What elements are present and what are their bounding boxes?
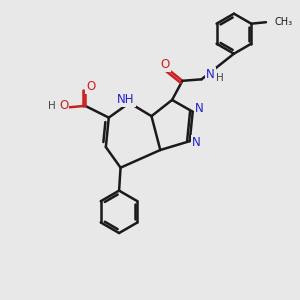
Text: H: H bbox=[216, 73, 224, 83]
Text: N: N bbox=[195, 102, 203, 115]
Text: NH: NH bbox=[117, 93, 135, 106]
Text: H: H bbox=[48, 101, 56, 111]
Text: N: N bbox=[206, 68, 215, 80]
Text: O: O bbox=[86, 80, 95, 93]
Text: O: O bbox=[59, 99, 68, 112]
Text: CH₃: CH₃ bbox=[275, 17, 293, 27]
Text: N: N bbox=[192, 136, 201, 149]
Text: O: O bbox=[161, 58, 170, 71]
